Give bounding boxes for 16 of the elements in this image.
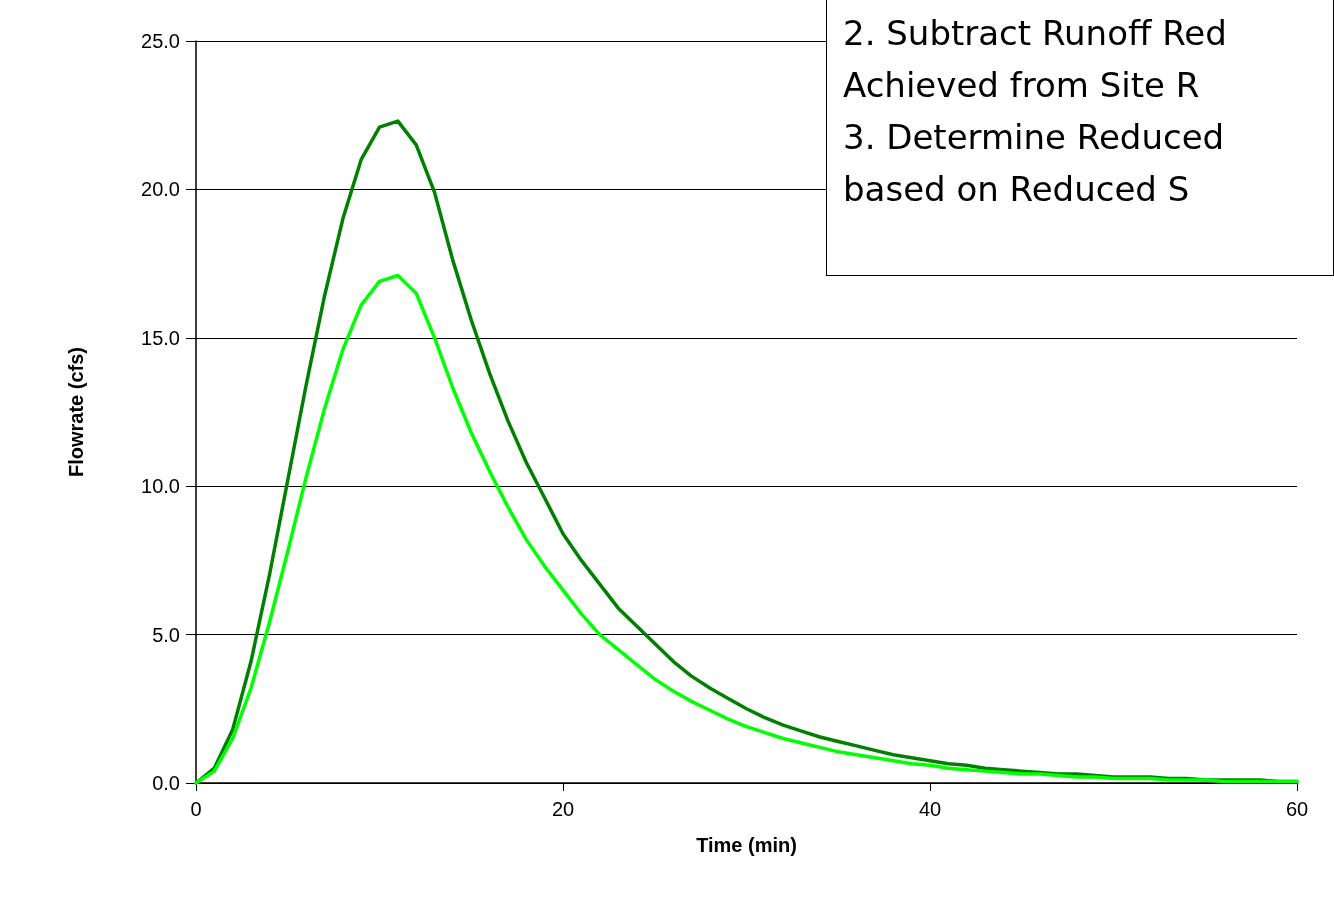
annotation: 2. Subtract Runoff Red	[843, 12, 1228, 55]
x-axis-title: Time (min)	[696, 834, 797, 856]
x-tick-label: 40	[918, 798, 942, 820]
y-tick-label: 5.0	[152, 623, 180, 646]
y-tick-label: 20.0	[141, 178, 180, 201]
annotation: 3. Determine Reduced	[843, 116, 1226, 159]
x-tick-label: 60	[1285, 798, 1309, 820]
x-tick-label: 0	[190, 798, 202, 820]
x-tick-label: 20	[551, 798, 575, 820]
y-tick-label: 15.0	[141, 326, 180, 349]
annotation: Achieved from Site R	[843, 64, 1201, 107]
annotation: based on Reduced S	[843, 168, 1191, 211]
y-tick-label: 25.0	[141, 30, 180, 52]
y-tick-label: 10.0	[141, 475, 180, 498]
y-tick-label: 0.0	[152, 772, 180, 794]
y-axis-title: Flowrate (cfs)	[65, 346, 87, 478]
